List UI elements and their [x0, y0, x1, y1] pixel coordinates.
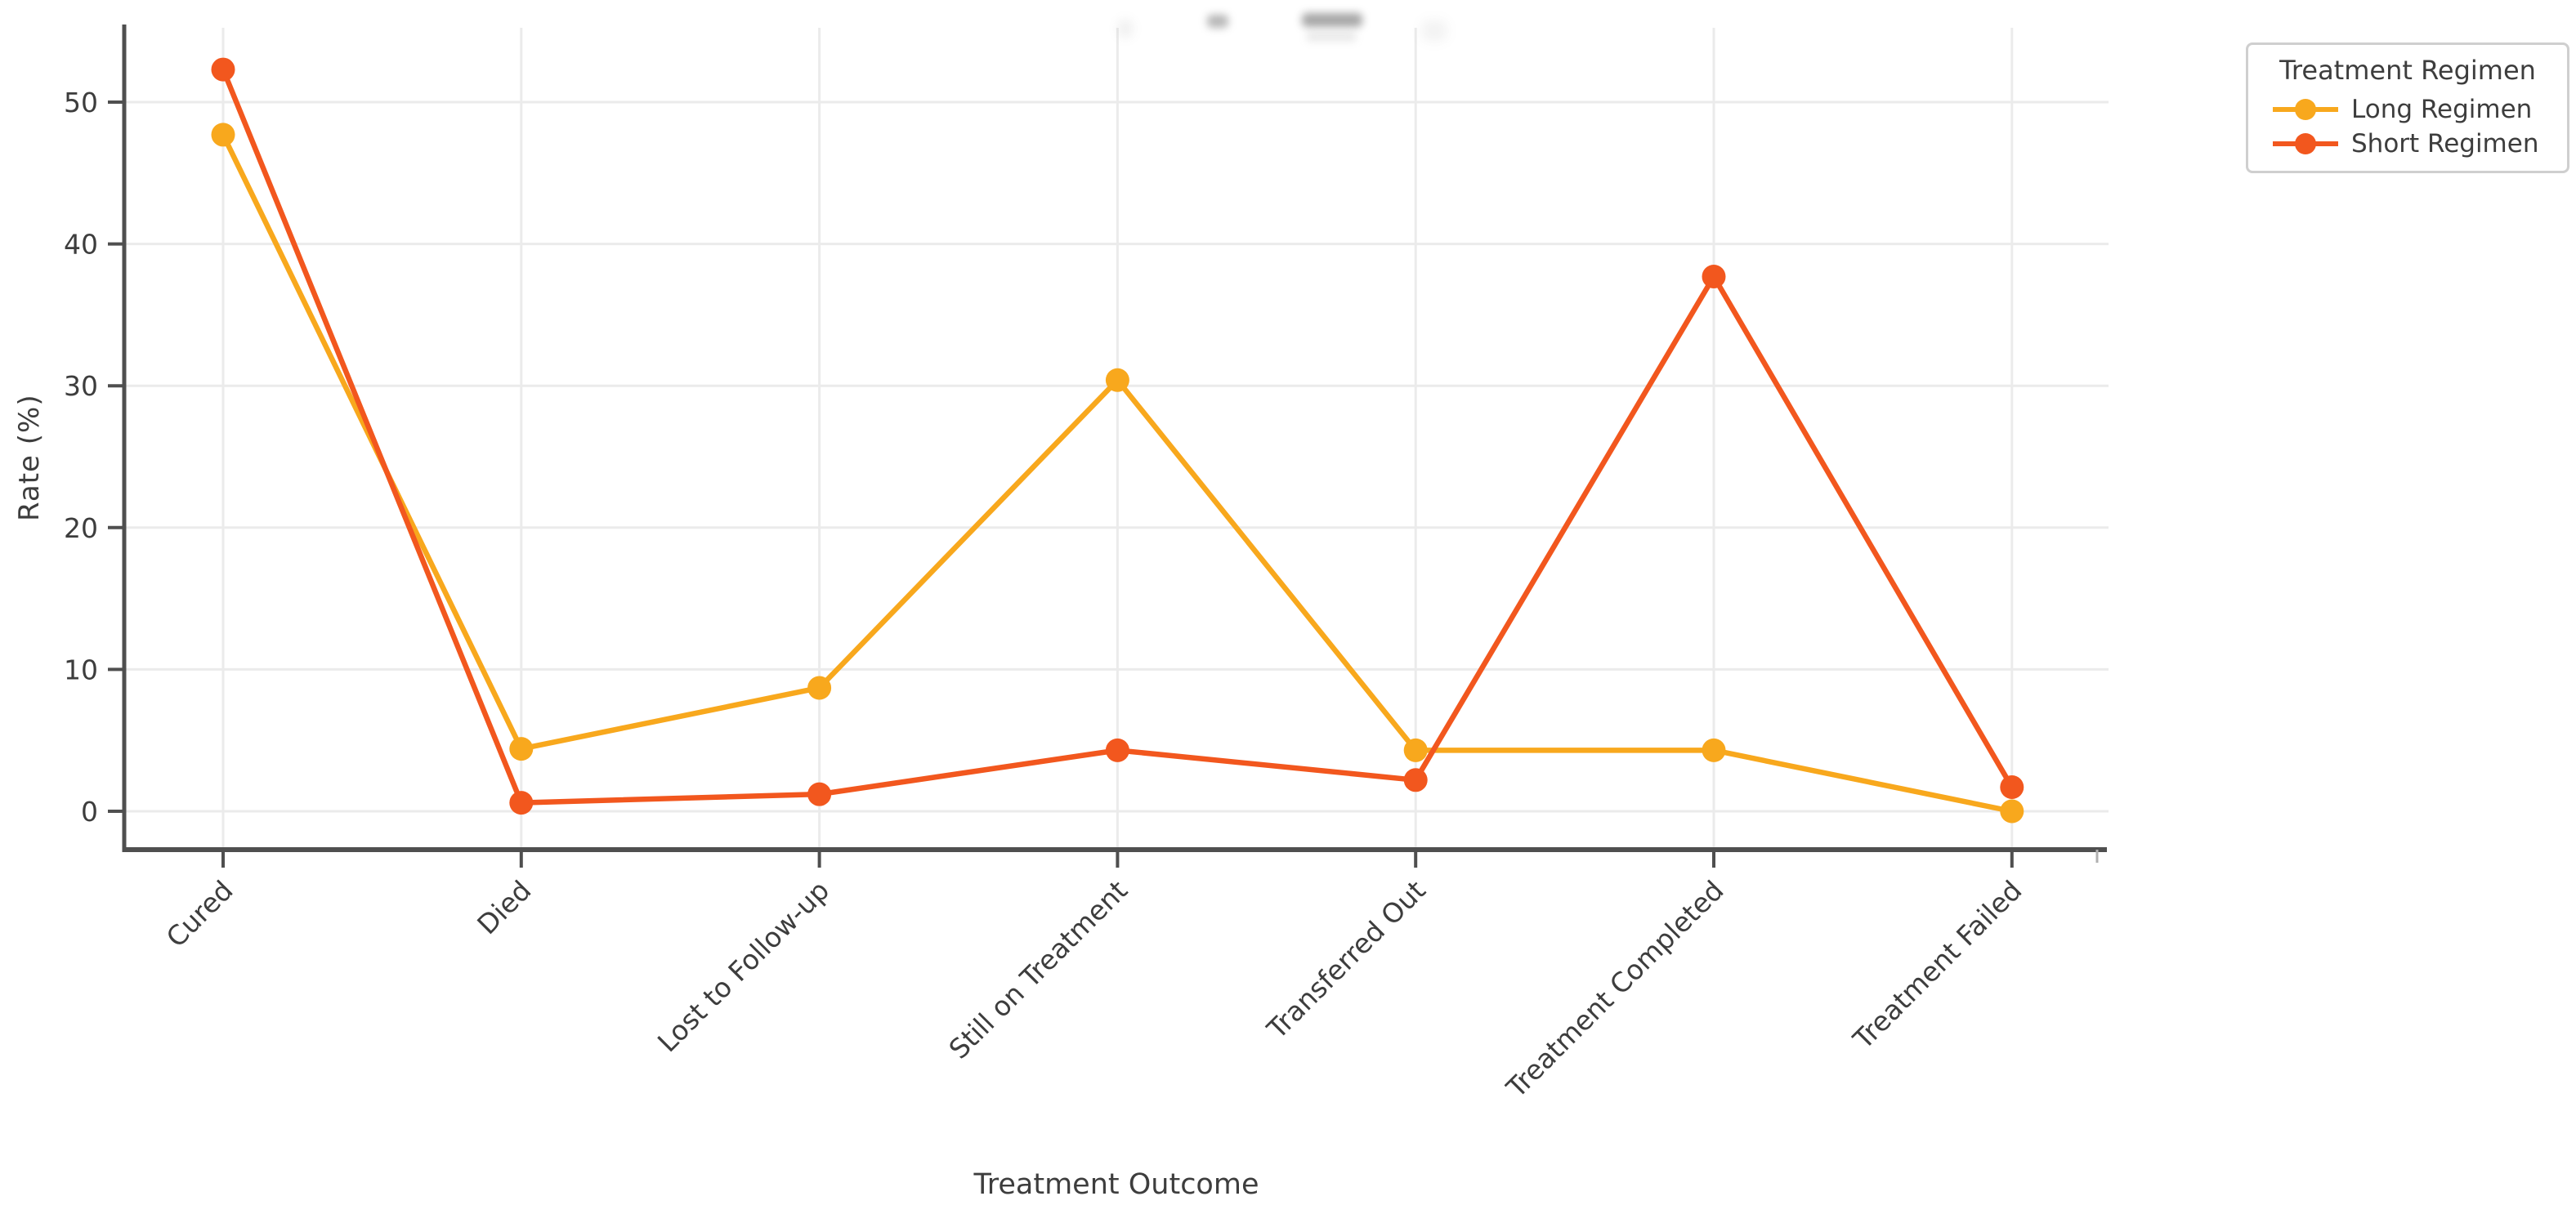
y-tick-label: 50 [64, 87, 98, 118]
y-axis-title: Rate (%) [13, 394, 46, 521]
data-point [1105, 368, 1129, 392]
y-tick-label: 0 [81, 796, 98, 828]
x-tick-label: Still on Treatment [942, 874, 1134, 1065]
y-tick-label: 40 [64, 229, 98, 261]
data-point [2000, 774, 2024, 799]
x-tick-label: Cured [160, 874, 239, 953]
cropped-title-fragment [1207, 15, 1228, 28]
data-point [1702, 265, 1726, 289]
cropped-title-fragment [1302, 13, 1362, 27]
legend-swatch-icon [2273, 99, 2338, 120]
cropped-title-fragment [1422, 20, 1447, 41]
legend-entry: Short Regimen [2260, 127, 2556, 161]
x-tick-label: Treatment Completed [1500, 874, 1730, 1105]
data-point [211, 57, 235, 82]
y-tick-label: 30 [64, 370, 98, 402]
x-tick-label: Lost to Follow-up [651, 874, 835, 1058]
data-point [509, 737, 534, 761]
x-axis-title: Treatment Outcome [973, 1168, 1259, 1201]
data-point [1403, 768, 1428, 792]
data-point [2000, 799, 2024, 824]
data-point [807, 676, 832, 700]
data-point [1403, 738, 1428, 762]
x-tick-label: Treatment Failed [1846, 874, 2028, 1056]
data-point [1105, 738, 1129, 762]
legend: Treatment Regimen Long Regimen Short Regi… [2246, 42, 2569, 173]
y-tick-label: 20 [64, 512, 98, 544]
data-point [1702, 738, 1726, 762]
legend-entry: Long Regimen [2260, 92, 2556, 127]
data-point [211, 123, 235, 147]
legend-entries: Long Regimen Short Regimen [2260, 92, 2556, 161]
cropped-title-fragment [1118, 20, 1133, 38]
legend-title: Treatment Regimen [2279, 55, 2536, 86]
data-point [509, 791, 534, 815]
legend-entry-label: Short Regimen [2351, 129, 2539, 158]
legend-entry-label: Long Regimen [2351, 95, 2533, 124]
data-point [807, 782, 832, 806]
x-tick-label: Transferred Out [1260, 874, 1432, 1046]
cropped-title-fragment [1306, 33, 1357, 41]
x-tick-label: Died [471, 874, 537, 940]
y-tick-label: 10 [64, 654, 98, 685]
legend-swatch-icon [2273, 133, 2338, 154]
